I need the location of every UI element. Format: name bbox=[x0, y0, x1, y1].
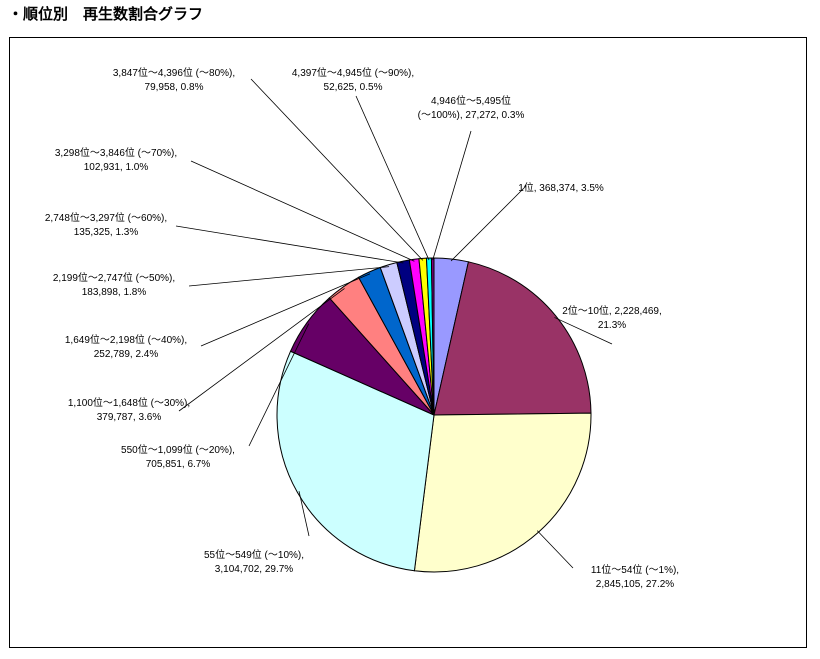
leader-line-6 bbox=[178, 288, 345, 412]
data-label-3: 11位～54位 (～1%), 2,845,105, 27.2% bbox=[591, 563, 679, 590]
pie-slice-4 bbox=[276, 350, 435, 572]
data-label-line: 21.3% bbox=[598, 320, 626, 331]
data-label-7: 1,649位～2,198位 (～40%), 252,789, 2.4% bbox=[65, 333, 187, 360]
leader-line-8 bbox=[188, 266, 390, 287]
pie-slice-3 bbox=[413, 412, 592, 573]
data-label-line: 2位～10位, 2,228,469, bbox=[562, 304, 662, 317]
data-label-line: 79,958, 0.8% bbox=[145, 82, 204, 93]
leader-line-2 bbox=[554, 317, 613, 345]
data-label-line: 55位～549位 (～10%), bbox=[204, 548, 304, 561]
data-label-13: 4,946位～5,495位 (～100%), 27,272, 0.3% bbox=[418, 94, 525, 121]
data-label-line: 1位, 368,374, 3.5% bbox=[518, 181, 604, 194]
data-label-line: 183,898, 1.8% bbox=[82, 287, 147, 298]
data-label-line: 2,845,105, 27.2% bbox=[596, 579, 675, 590]
data-label-line: 705,851, 6.7% bbox=[146, 459, 211, 470]
leader-line-12 bbox=[355, 95, 430, 261]
data-label-line: 11位～54位 (～1%), bbox=[591, 563, 679, 576]
data-label-10: 3,298位～3,846位 (～70%), 102,931, 1.0% bbox=[55, 146, 177, 173]
data-label-6: 1,100位～1,648位 (～30%), 379,787, 3.6% bbox=[68, 396, 190, 423]
data-label-12: 4,397位～4,945位 (～90%), 52,625, 0.5% bbox=[292, 66, 414, 93]
data-label-line: 4,397位～4,945位 (～90%), bbox=[292, 66, 414, 79]
data-label-line: 252,789, 2.4% bbox=[94, 349, 159, 360]
data-label-11: 3,847位～4,396位 (～80%), 79,958, 0.8% bbox=[113, 66, 235, 93]
data-label-line: 2,199位～2,747位 (～50%), bbox=[53, 271, 175, 284]
data-label-1: 1位, 368,374, 3.5% bbox=[518, 181, 604, 194]
leader-line-9 bbox=[175, 225, 404, 264]
data-label-line: 102,931, 1.0% bbox=[84, 162, 149, 173]
leader-line-4 bbox=[298, 491, 310, 537]
data-label-line: 550位～1,099位 (～20%), bbox=[121, 443, 235, 456]
data-label-line: 4,946位～5,495位 bbox=[431, 94, 511, 107]
pie-slice-13 bbox=[430, 257, 435, 416]
data-label-5: 550位～1,099位 (～20%), 705,851, 6.7% bbox=[121, 443, 235, 470]
page-title: ・順位別 再生数割合グラフ bbox=[8, 5, 204, 23]
data-label-line: 2,748位～3,297位 (～60%), bbox=[45, 211, 167, 224]
chart-frame: 1位, 368,374, 3.5% 2位～10位, 2,228,469, 21.3%… bbox=[9, 37, 807, 648]
pie-chart: 1位, 368,374, 3.5% 2位～10位, 2,228,469, 21.3%… bbox=[45, 66, 679, 590]
data-label-line: 1,649位～2,198位 (～40%), bbox=[65, 333, 187, 346]
data-label-line: 379,787, 3.6% bbox=[97, 412, 162, 423]
leader-line-11 bbox=[250, 78, 424, 261]
data-label-9: 2,748位～3,297位 (～60%), 135,325, 1.3% bbox=[45, 211, 167, 238]
leader-line-7 bbox=[200, 273, 371, 347]
data-label-line: 3,298位～3,846位 (～70%), bbox=[55, 146, 177, 159]
leader-line-5 bbox=[248, 323, 310, 447]
data-label-line: (～100%), 27,272, 0.3% bbox=[418, 110, 525, 121]
data-label-line: 52,625, 0.5% bbox=[324, 82, 383, 93]
leader-line-1 bbox=[450, 185, 527, 262]
data-label-4: 55位～549位 (～10%), 3,104,702, 29.7% bbox=[204, 548, 304, 575]
data-label-line: 135,325, 1.3% bbox=[74, 227, 139, 238]
pie-slice-2 bbox=[433, 261, 592, 416]
leader-line-10 bbox=[190, 160, 415, 262]
leader-line-3 bbox=[536, 530, 574, 569]
data-label-line: 3,847位～4,396位 (～80%), bbox=[113, 66, 235, 79]
leader-line-13 bbox=[432, 130, 472, 261]
data-label-2: 2位～10位, 2,228,469, 21.3% bbox=[562, 304, 662, 331]
data-label-line: 3,104,702, 29.7% bbox=[215, 564, 294, 575]
data-label-8: 2,199位～2,747位 (～50%), 183,898, 1.8% bbox=[53, 271, 175, 298]
data-label-line: 1,100位～1,648位 (～30%), bbox=[68, 396, 190, 409]
